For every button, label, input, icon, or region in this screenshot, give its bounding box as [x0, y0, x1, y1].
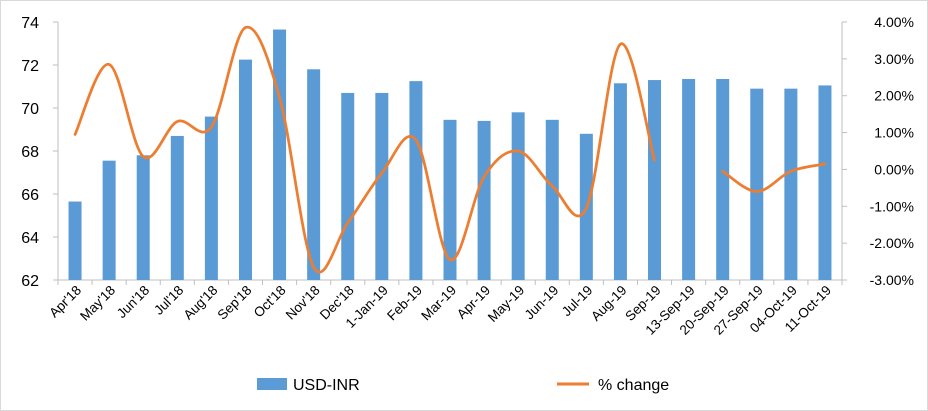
legend-label-usd-inr: USD-INR: [293, 377, 360, 394]
legend-bar-swatch: [257, 378, 287, 390]
left-tick-label: 62: [21, 273, 39, 290]
bar: [613, 83, 627, 281]
left-tick-label: 64: [21, 230, 39, 247]
left-tick-label: 74: [21, 15, 39, 32]
right-tick-label: 1.00%: [874, 125, 914, 141]
bar: [409, 81, 423, 280]
bar: [204, 116, 218, 280]
bar: [648, 80, 662, 280]
left-tick-label: 70: [21, 101, 39, 118]
right-tick-label: -2.00%: [870, 235, 914, 251]
bar: [682, 78, 696, 280]
right-tick-label: 0.00%: [874, 161, 914, 177]
category-label: Aug-19: [588, 283, 629, 324]
right-tick-label: -3.00%: [870, 272, 914, 288]
category-label: Aug'18: [180, 283, 220, 323]
bar: [170, 135, 184, 280]
right-tick-label: 4.00%: [874, 14, 914, 30]
left-tick-label: 68: [21, 144, 39, 161]
bar: [341, 92, 355, 280]
bar: [238, 59, 252, 280]
category-label: Jun'18: [114, 283, 152, 321]
legend-label-percent-change: % change: [598, 377, 669, 394]
legend: USD-INR % change: [257, 377, 669, 394]
left-axis-ticks: 62 64 66 68 70 72 74: [21, 15, 58, 290]
right-tick-label: 3.00%: [874, 51, 914, 67]
bar: [750, 88, 764, 281]
bar: [818, 85, 832, 280]
category-label: May-19: [485, 283, 527, 325]
bar: [545, 119, 559, 280]
category-labels: Apr'18May'18Jun'18Jul'18Aug'18Sep'18Oct'…: [46, 280, 843, 338]
right-axis-ticks: -3.00% -2.00% -1.00% 0.00% 1.00% 2.00% 3.00% 4.…: [842, 14, 914, 288]
left-tick-label: 72: [21, 58, 39, 75]
category-label: Sep'18: [215, 283, 255, 323]
right-tick-label: -1.00%: [870, 198, 914, 214]
category-label: May'18: [77, 283, 118, 324]
bar: [102, 160, 116, 280]
percent-change-line: [721, 162, 827, 193]
bars-series: [68, 29, 832, 281]
bar: [477, 120, 491, 281]
bar: [68, 201, 82, 280]
bar: [716, 78, 730, 280]
right-tick-label: 2.00%: [874, 88, 914, 104]
bar: [136, 155, 150, 280]
bar: [307, 69, 321, 280]
percent-change-line: [73, 25, 656, 274]
category-label: Mar-19: [418, 283, 459, 324]
line-series: [73, 25, 827, 274]
bar: [273, 29, 287, 281]
category-label: Feb-19: [384, 283, 425, 324]
bar: [511, 112, 525, 280]
bar: [443, 119, 457, 280]
category-label: Jun-19: [522, 283, 562, 323]
bar: [375, 92, 389, 280]
category-label: Oct'18: [251, 283, 289, 321]
bar: [784, 88, 798, 281]
left-tick-label: 66: [21, 187, 39, 204]
category-label: Nov'18: [283, 283, 323, 323]
